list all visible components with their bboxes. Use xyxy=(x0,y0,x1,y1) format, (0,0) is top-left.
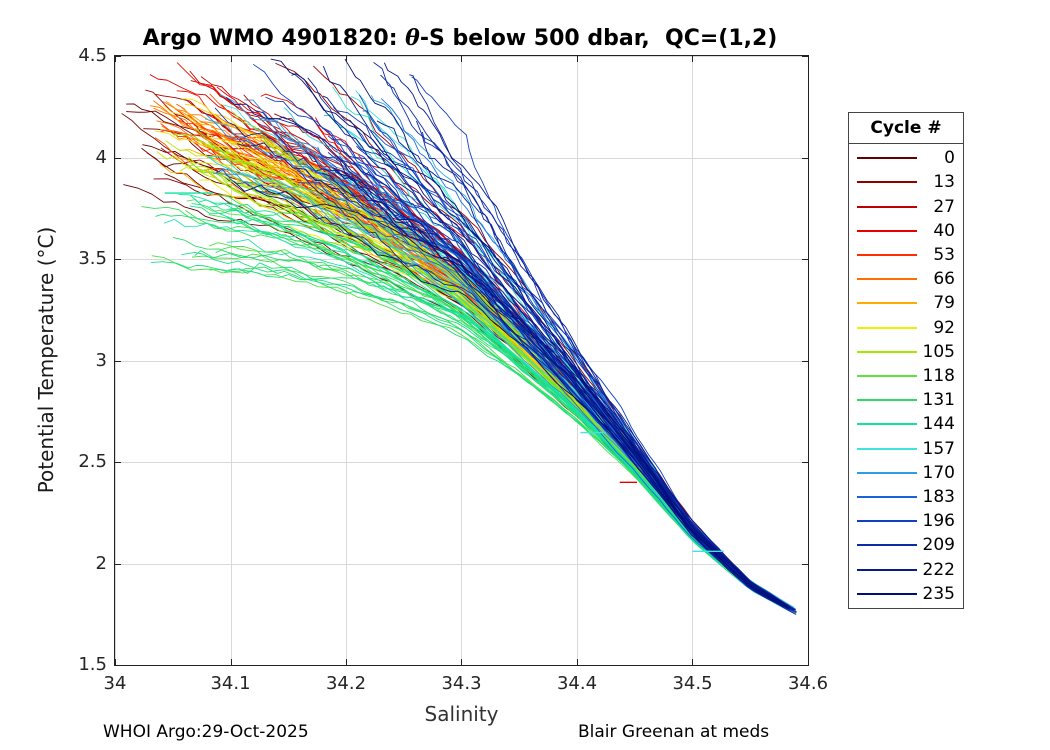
legend-entry: 79 xyxy=(849,292,963,314)
legend-entry-label: 157 xyxy=(922,438,955,459)
legend-entry: 183 xyxy=(849,486,963,508)
x-axis-label: Salinity xyxy=(424,702,499,726)
legend-line-swatch xyxy=(857,447,917,450)
x-tick-label: 34.5 xyxy=(672,673,713,694)
legend-line-swatch xyxy=(857,544,917,547)
y-tick-label: 3.5 xyxy=(78,248,107,269)
legend-entry-label: 170 xyxy=(922,462,955,483)
legend-entry-label: 66 xyxy=(933,269,955,290)
legend-entry: 66 xyxy=(849,268,963,290)
legend-line-swatch xyxy=(857,278,917,281)
legend-line-swatch xyxy=(857,568,917,571)
legend-entry: 209 xyxy=(849,534,963,556)
legend-entry-label: 0 xyxy=(944,148,955,169)
legend-entry-label: 79 xyxy=(933,293,955,314)
y-tick-label: 1.5 xyxy=(78,654,107,675)
x-tick-label: 34 xyxy=(103,673,127,694)
legend-entry-label: 222 xyxy=(922,559,955,580)
legend-entry-label: 144 xyxy=(922,414,955,435)
plot-area xyxy=(114,55,809,666)
x-tick-label: 34.4 xyxy=(556,673,598,694)
legend-entry: 157 xyxy=(849,438,963,460)
legend-entries: 0 13 27 40 53 66 79 92 105 118 131 144 157 170 183 196 2… xyxy=(849,144,963,608)
legend-line-swatch xyxy=(857,350,917,353)
legend-entry-label: 40 xyxy=(933,220,955,241)
legend-entry-label: 105 xyxy=(922,341,955,362)
legend-entry-label: 92 xyxy=(933,317,955,338)
legend-entry: 131 xyxy=(849,389,963,411)
legend-line-swatch xyxy=(857,592,917,595)
legend-entry: 40 xyxy=(849,220,963,242)
x-tick-label: 34.6 xyxy=(787,673,829,694)
legend-line-swatch xyxy=(857,374,917,377)
legend-entry-label: 53 xyxy=(933,244,955,265)
chart-title-suffix: -S below 500 dbar, QC=(1,2) xyxy=(419,26,778,51)
legend-line-swatch xyxy=(857,326,917,329)
legend-line-swatch xyxy=(857,520,917,523)
y-tick-label: 2.5 xyxy=(78,451,107,472)
legend-entry: 53 xyxy=(849,244,963,266)
chart-title: Argo WMO 4901820: θ-S below 500 dbar, QC… xyxy=(110,25,810,51)
legend-entry: 196 xyxy=(849,510,963,532)
legend-line-swatch xyxy=(857,157,917,160)
legend-entry: 235 xyxy=(849,583,963,605)
ts-plot-canvas xyxy=(115,56,808,665)
legend-line-swatch xyxy=(857,229,917,232)
legend-entry: 222 xyxy=(849,559,963,581)
legend-entry-label: 27 xyxy=(933,196,955,217)
legend-entry: 105 xyxy=(849,341,963,363)
legend-line-swatch xyxy=(857,253,917,256)
legend-entry-label: 118 xyxy=(922,365,955,386)
legend-line-swatch xyxy=(857,205,917,208)
legend-title: Cycle # xyxy=(849,113,963,144)
legend-line-swatch xyxy=(857,181,917,184)
legend-entry-label: 13 xyxy=(933,172,955,193)
legend: Cycle # 0 13 27 40 53 66 79 92 105 118 131 144 157 17… xyxy=(848,112,964,609)
legend-entry: 13 xyxy=(849,171,963,193)
legend-entry: 92 xyxy=(849,317,963,339)
y-tick-label: 4 xyxy=(95,146,107,168)
legend-entry: 0 xyxy=(849,147,963,169)
legend-line-swatch xyxy=(857,495,917,498)
legend-line-swatch xyxy=(857,423,917,426)
x-tick-label: 34.2 xyxy=(325,673,367,694)
legend-line-swatch xyxy=(857,471,917,474)
legend-entry-label: 235 xyxy=(922,583,955,604)
x-tick-label: 34.3 xyxy=(441,673,482,694)
footer-credit-left: WHOI Argo:29-Oct-2025 xyxy=(103,722,309,742)
legend-entry: 144 xyxy=(849,413,963,435)
theta-symbol: θ xyxy=(405,25,420,51)
legend-entry: 170 xyxy=(849,462,963,484)
legend-entry-label: 209 xyxy=(922,535,955,556)
y-tick-label: 4.5 xyxy=(78,45,107,66)
legend-entry: 118 xyxy=(849,365,963,387)
legend-entry-label: 183 xyxy=(922,486,955,507)
legend-line-swatch xyxy=(857,302,917,305)
legend-entry-label: 196 xyxy=(922,511,955,532)
y-tick-label: 3 xyxy=(95,349,107,371)
y-tick-label: 2 xyxy=(95,552,107,574)
x-tick-label: 34.1 xyxy=(210,673,251,694)
legend-entry: 27 xyxy=(849,196,963,218)
footer-credit-right: Blair Greenan at meds xyxy=(578,722,770,742)
chart-title-prefix: Argo WMO 4901820: xyxy=(142,26,406,51)
legend-line-swatch xyxy=(857,399,917,402)
legend-entry-label: 131 xyxy=(922,390,955,411)
